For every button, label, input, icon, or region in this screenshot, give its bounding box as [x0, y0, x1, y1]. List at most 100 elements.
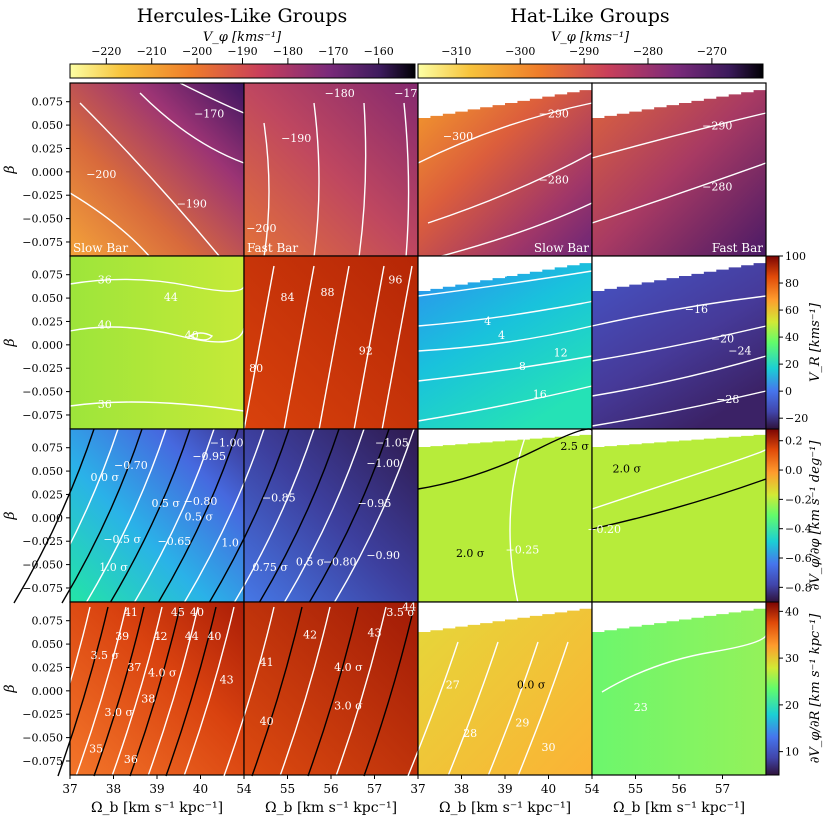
contour-line	[417, 355, 593, 382]
coverage-mask	[592, 602, 766, 632]
contour-line	[69, 326, 245, 343]
x-tick-label: 38	[454, 782, 469, 796]
x-tick-label: 56	[671, 782, 686, 796]
x-tick-label: 39	[497, 782, 512, 796]
row-colorbar-tick-label: −20	[785, 412, 808, 425]
y-tick-label: 0.025	[32, 488, 64, 501]
colorbar-tick-label: −180	[273, 45, 303, 58]
row-colorbar-tick-label: −0.6	[785, 552, 812, 565]
contour-label: 0.0 σ	[517, 679, 546, 692]
contour-line	[188, 332, 214, 341]
y-tick-label: −0.075	[22, 755, 63, 768]
contour-line	[417, 300, 594, 327]
contour-label: 88	[321, 286, 335, 299]
contour-line	[591, 295, 767, 327]
contour-label: −20	[711, 333, 734, 346]
colorbar-label-hat: V_φ [kms⁻¹]	[551, 30, 630, 45]
contour-line	[601, 631, 768, 693]
contour-label: 2.0 σ	[613, 462, 642, 475]
contour-line	[263, 122, 270, 258]
contour-label: 1.0 σ	[99, 561, 128, 574]
y-tick-label: −0.075	[22, 409, 63, 422]
panel-r3-c4: 2.0 σ −0.20	[587, 428, 768, 603]
contour-label: 40	[207, 630, 221, 643]
contour-line	[183, 606, 235, 777]
contour-line	[183, 428, 265, 604]
contour-label: 3.0 σ	[334, 699, 363, 712]
contour-line	[139, 92, 245, 164]
contour-label: 41	[260, 656, 274, 669]
contour-label: 39	[115, 630, 129, 643]
contour-label: −0.20	[587, 523, 621, 536]
slow-bar-label: Slow Bar	[73, 241, 128, 255]
colorbar-tick-label: −290	[569, 45, 599, 58]
row-colorbar-tick-label: 20	[785, 699, 799, 712]
y-tick-label: 0.000	[32, 685, 64, 698]
contour-label: −1.00	[366, 457, 400, 470]
contour-label: 36	[124, 753, 138, 766]
contour-line	[447, 641, 499, 777]
contour-line	[111, 606, 163, 777]
contour-line	[407, 641, 459, 777]
contour-line	[427, 152, 593, 224]
y-tick-label: 0.050	[32, 638, 64, 651]
colorbar-tick-label: −210	[137, 45, 167, 58]
panel-heatmap	[244, 83, 418, 256]
contour-line	[517, 641, 569, 777]
y-axis-label: β	[2, 165, 18, 174]
y-axis-label: β	[2, 684, 18, 693]
contour-label: 0.0 σ	[91, 471, 120, 484]
contour-label: −200	[246, 222, 276, 235]
contour-label: −0.5 σ	[103, 533, 141, 546]
contour-label: 27	[446, 679, 460, 692]
contour-label: −170	[194, 108, 224, 121]
contour-label: 0.5 σ	[185, 511, 214, 524]
colorbar-top-ticks: −220 −210 −200 −190 −180 −170 −160 −310 −300 −290…	[91, 45, 727, 64]
title-hercules: Hercules-Like Groups	[137, 5, 348, 27]
contour-label: 38	[141, 692, 155, 705]
x-tick-label: 55	[280, 782, 295, 796]
contour-label: 40	[185, 329, 199, 342]
row-colorbar-tick-label: 10	[785, 746, 799, 759]
colorbar-hat	[417, 63, 764, 79]
contour-label: 40	[190, 606, 204, 619]
contour-label: 37	[127, 661, 141, 674]
contour-line	[363, 606, 415, 777]
contour-label: 44	[164, 291, 178, 304]
contour-label: −200	[86, 168, 116, 181]
contour-label: −1.00	[210, 436, 244, 449]
panel-r2-c2: 84 88 96 92 80	[243, 255, 419, 431]
contour-label: −24	[728, 345, 751, 358]
contour-line	[335, 606, 387, 777]
panel-heatmap	[418, 429, 592, 602]
y-tick-label: 0.025	[32, 315, 64, 328]
contour-line	[591, 162, 767, 224]
contour-line	[417, 325, 593, 352]
contour-line	[258, 428, 340, 604]
contour-line	[283, 428, 365, 604]
row-colorbars: 100 80 60 40 20 0 −20 V_R [kms⁻¹] 0.2 0.0 −0.2 −0.4…	[765, 250, 823, 776]
contour-line	[75, 606, 127, 777]
axes: 0.075 0.050 0.025 0.000 −0.025 −0.050 −0.075 β 0…	[2, 96, 745, 816]
panel-r3-c2: −1.05−1.00−0.85 −0.95−0.90−0.800.5 σ0.75 …	[183, 428, 419, 604]
contour-label: 8	[519, 360, 526, 373]
contour-line	[358, 102, 367, 258]
contour-label: 0.75 σ	[252, 561, 288, 574]
contour-line	[381, 265, 413, 431]
row-colorbar-tick-label: 60	[785, 304, 799, 317]
contour-line	[437, 202, 593, 258]
colorbar-tick-label: −200	[182, 45, 212, 58]
contour-line	[313, 102, 320, 258]
row-colorbar-label: ∂V_φ/∂R [km s⁻¹ kpc⁻¹]	[808, 613, 823, 764]
contour-label: 44	[402, 601, 416, 614]
panel-r4-c4: 23	[591, 601, 768, 776]
contour-line	[61, 428, 143, 604]
contour-label: 96	[388, 274, 402, 287]
y-tick-label: 0.050	[32, 465, 64, 478]
x-tick-label: 54	[236, 782, 252, 796]
colorbar-tick-label: −270	[697, 45, 727, 58]
contour-line	[308, 428, 390, 604]
contour-label: 35	[89, 743, 103, 756]
panel-heatmap	[70, 602, 244, 775]
